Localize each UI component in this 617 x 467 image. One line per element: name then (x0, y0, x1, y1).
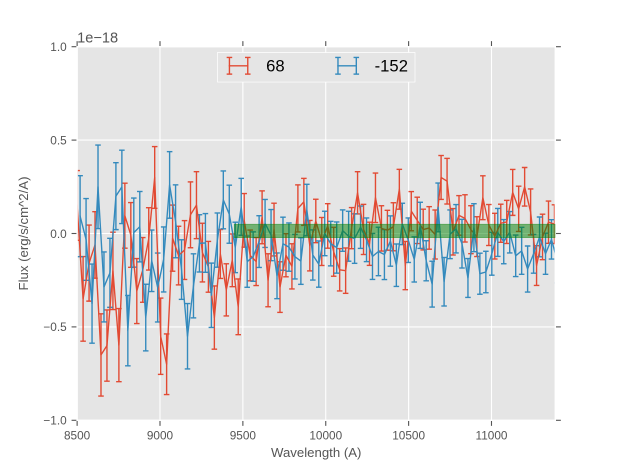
svg-text:1.0: 1.0 (50, 40, 67, 54)
svg-text:-152: -152 (375, 57, 408, 76)
svg-text:1e−18: 1e−18 (77, 31, 118, 47)
svg-text:−0.5: −0.5 (43, 320, 67, 334)
svg-text:11000: 11000 (476, 428, 508, 442)
svg-text:8500: 8500 (64, 428, 91, 442)
svg-text:Wavelength (A): Wavelength (A) (271, 445, 361, 460)
svg-text:Flux (erg/s/cm^2/A): Flux (erg/s/cm^2/A) (16, 177, 31, 291)
svg-text:10500: 10500 (392, 428, 425, 442)
svg-text:9500: 9500 (230, 428, 257, 442)
svg-text:0.5: 0.5 (50, 133, 67, 147)
svg-text:68: 68 (266, 57, 285, 76)
svg-text:−1.0: −1.0 (43, 414, 67, 428)
svg-text:9000: 9000 (147, 428, 174, 442)
svg-text:0.0: 0.0 (50, 227, 67, 241)
svg-text:10000: 10000 (309, 428, 342, 442)
